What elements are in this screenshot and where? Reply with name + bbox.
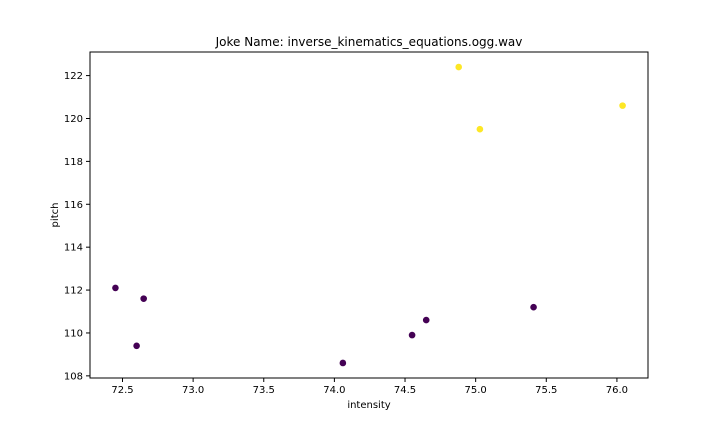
y-tick-label: 112 (64, 286, 83, 297)
y-tick-label: 118 (64, 157, 83, 168)
y-tick-label: 116 (64, 200, 83, 211)
data-point (339, 359, 347, 367)
x-tick-label: 72.5 (111, 385, 133, 396)
chart-title: Joke Name: inverse_kinematics_equations.… (215, 35, 523, 49)
x-tick-label: 76.0 (606, 385, 628, 396)
data-point (455, 63, 463, 71)
x-tick-label: 74.0 (323, 385, 345, 396)
y-tick-label: 110 (64, 328, 83, 339)
axes-frame (89, 51, 649, 379)
x-tick-label: 73.0 (182, 385, 204, 396)
data-point (422, 316, 430, 324)
data-point (140, 295, 147, 302)
y-tick-label: 114 (64, 243, 83, 254)
data-point (133, 342, 140, 350)
data-point (408, 331, 416, 339)
data-point (619, 102, 626, 109)
x-axis-label: intensity (347, 400, 390, 411)
y-tick-label: 122 (64, 71, 83, 82)
y-axis-label: pitch (50, 203, 61, 228)
x-tick-label: 75.5 (535, 385, 557, 396)
x-tick-label: 73.5 (253, 385, 275, 396)
x-tick-label: 74.5 (394, 385, 416, 396)
data-point (112, 284, 119, 292)
x-tick-label: 75.0 (465, 385, 487, 396)
y-tick-label: 108 (64, 371, 83, 382)
plot-area: 72.5 73.0 73.5 74.0 74.5 75.0 75.5 76.0 108 110 11… (64, 63, 628, 396)
data-point (476, 125, 484, 133)
y-tick-label: 120 (64, 114, 83, 125)
data-point (530, 303, 537, 311)
